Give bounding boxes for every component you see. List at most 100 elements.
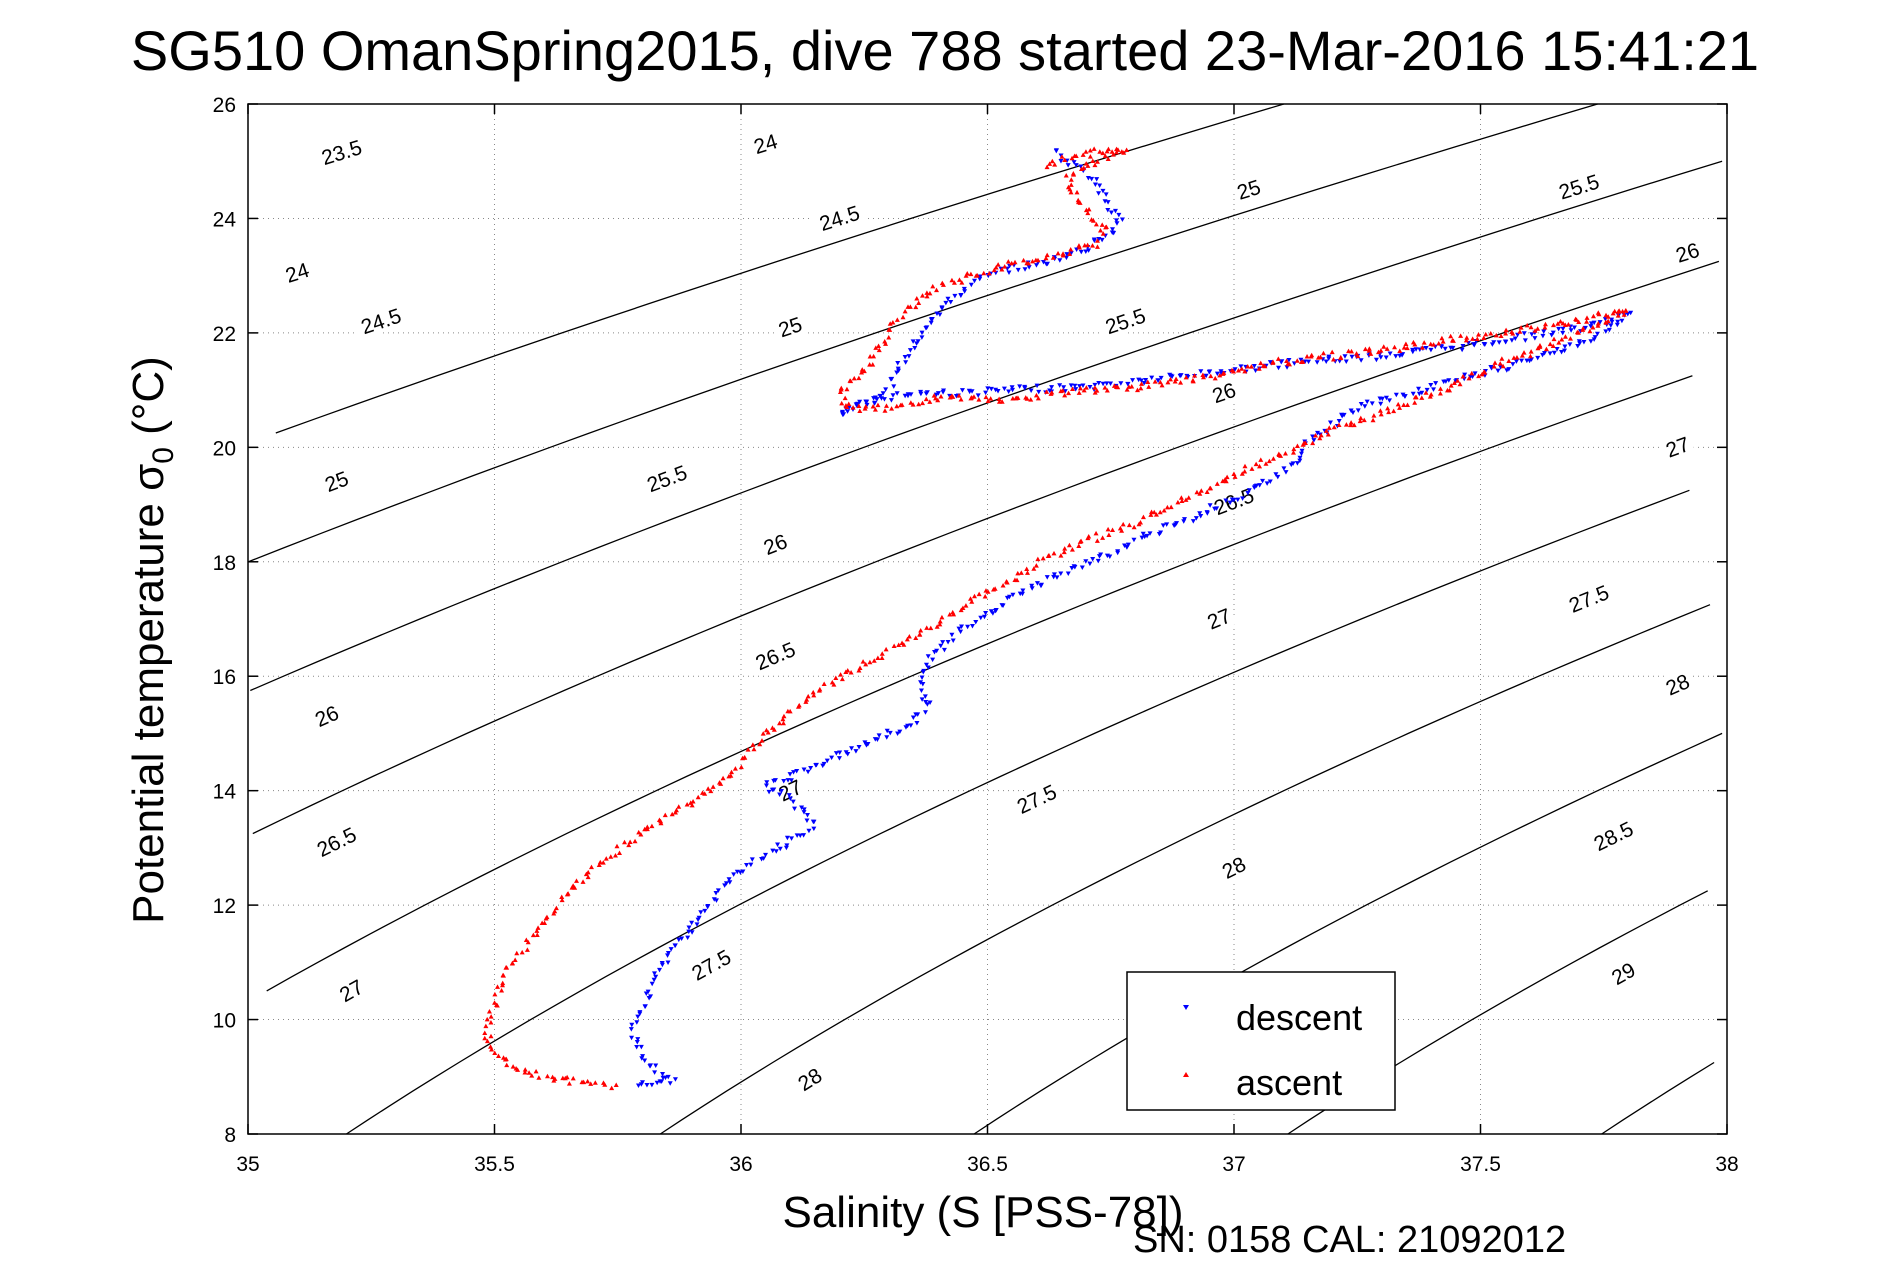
descent-point xyxy=(1519,358,1525,364)
descent-point xyxy=(977,274,983,279)
descent-point xyxy=(884,735,890,740)
descent-point xyxy=(1096,191,1102,196)
ascent-point xyxy=(1537,343,1543,348)
descent-point xyxy=(910,715,916,721)
ascent-point xyxy=(777,720,783,726)
descent-point xyxy=(778,789,784,794)
ascent-point xyxy=(1033,563,1039,568)
ascent-point xyxy=(1242,468,1248,474)
ascent-point xyxy=(492,1050,498,1056)
ascent-point xyxy=(1157,379,1163,385)
ascent-point xyxy=(1331,424,1337,430)
ascent-point xyxy=(1412,400,1418,405)
ascent-point xyxy=(1245,363,1251,369)
descent-point xyxy=(1591,337,1597,342)
ascent-point xyxy=(636,829,642,835)
ascent-point xyxy=(803,699,809,704)
descent-point xyxy=(934,648,940,654)
descent-point xyxy=(644,1083,650,1088)
ascent-point xyxy=(1325,432,1331,437)
descent-point xyxy=(663,1075,669,1081)
ascent-point xyxy=(1178,380,1184,385)
ascent-point xyxy=(1451,380,1457,385)
descent-point xyxy=(975,393,981,398)
descent-point xyxy=(1294,461,1300,466)
ascent-point xyxy=(672,810,678,815)
descent-point xyxy=(1541,329,1547,334)
descent-point xyxy=(1094,177,1100,182)
descent-point xyxy=(941,647,947,653)
descent-point xyxy=(1524,358,1530,364)
ascent-point xyxy=(1232,474,1238,479)
descent-point xyxy=(829,755,835,761)
descent-point xyxy=(941,388,947,393)
descent-point xyxy=(973,619,979,625)
ascent-point xyxy=(939,614,945,620)
ascent-point xyxy=(1378,348,1384,353)
ascent-point xyxy=(1384,346,1390,351)
ascent-point xyxy=(875,402,881,408)
ascent-point xyxy=(1438,386,1444,391)
ascent-point xyxy=(1444,387,1450,393)
ascent-point xyxy=(1270,456,1276,461)
ascent-point xyxy=(1067,251,1073,256)
descent-point xyxy=(1158,375,1164,381)
descent-point xyxy=(894,370,900,376)
descent-point xyxy=(999,603,1005,608)
ascent-point xyxy=(913,304,919,310)
descent-point xyxy=(1140,531,1146,537)
ascent-point xyxy=(1605,314,1611,319)
ascent-point xyxy=(863,404,869,409)
ascent-point xyxy=(851,375,857,381)
ascent-point xyxy=(879,655,885,661)
ascent-point xyxy=(887,321,893,326)
descent-point xyxy=(927,700,933,706)
ascent-point xyxy=(592,1080,598,1085)
descent-point xyxy=(1521,331,1527,336)
ascent-point xyxy=(1361,417,1367,423)
ascent-point xyxy=(856,375,862,381)
contour-label-text: 27 xyxy=(336,976,368,1008)
ascent-point xyxy=(759,738,765,743)
ascent-point xyxy=(883,403,889,408)
ascent-point xyxy=(1076,243,1082,248)
descent-point xyxy=(1015,267,1021,273)
descent-point xyxy=(665,953,671,958)
ascent-point xyxy=(1455,378,1461,383)
descent-point xyxy=(1299,448,1305,454)
descent-point xyxy=(918,389,924,395)
descent-point xyxy=(977,276,983,282)
contour-label-text: 25.5 xyxy=(644,461,690,497)
contour-label-text: 28 xyxy=(794,1064,826,1096)
isopycnal-line xyxy=(275,103,1284,434)
ascent-point xyxy=(883,341,889,346)
ascent-point xyxy=(1069,155,1075,161)
descent-point xyxy=(629,1035,635,1041)
descent-point xyxy=(1462,372,1468,378)
ascent-point xyxy=(995,262,1001,267)
ascent-point xyxy=(510,1064,516,1069)
descent-point xyxy=(978,615,984,621)
descent-point xyxy=(849,746,855,751)
ascent-point xyxy=(1097,149,1103,154)
ascent-point xyxy=(1528,349,1534,354)
ascent-point xyxy=(1370,417,1376,423)
ascent-point xyxy=(1556,340,1562,345)
y-tick-label: 8 xyxy=(224,1124,236,1147)
descent-point xyxy=(764,780,770,785)
ascent-point xyxy=(1028,397,1034,402)
ascent-point xyxy=(1336,422,1342,428)
ascent-point xyxy=(750,742,756,747)
ascent-point xyxy=(1050,255,1056,260)
ascent-point xyxy=(985,398,991,404)
descent-point xyxy=(995,388,1001,394)
descent-point xyxy=(1554,346,1560,352)
x-tick-label: 36.5 xyxy=(967,1153,1008,1176)
ascent-point xyxy=(1403,341,1409,346)
y-tick-label: 12 xyxy=(213,895,236,918)
descent-point xyxy=(922,694,928,699)
ascent-point xyxy=(1550,343,1556,348)
descent-point xyxy=(1428,347,1434,353)
ascent-point xyxy=(985,589,991,594)
ascent-point xyxy=(1148,512,1154,517)
